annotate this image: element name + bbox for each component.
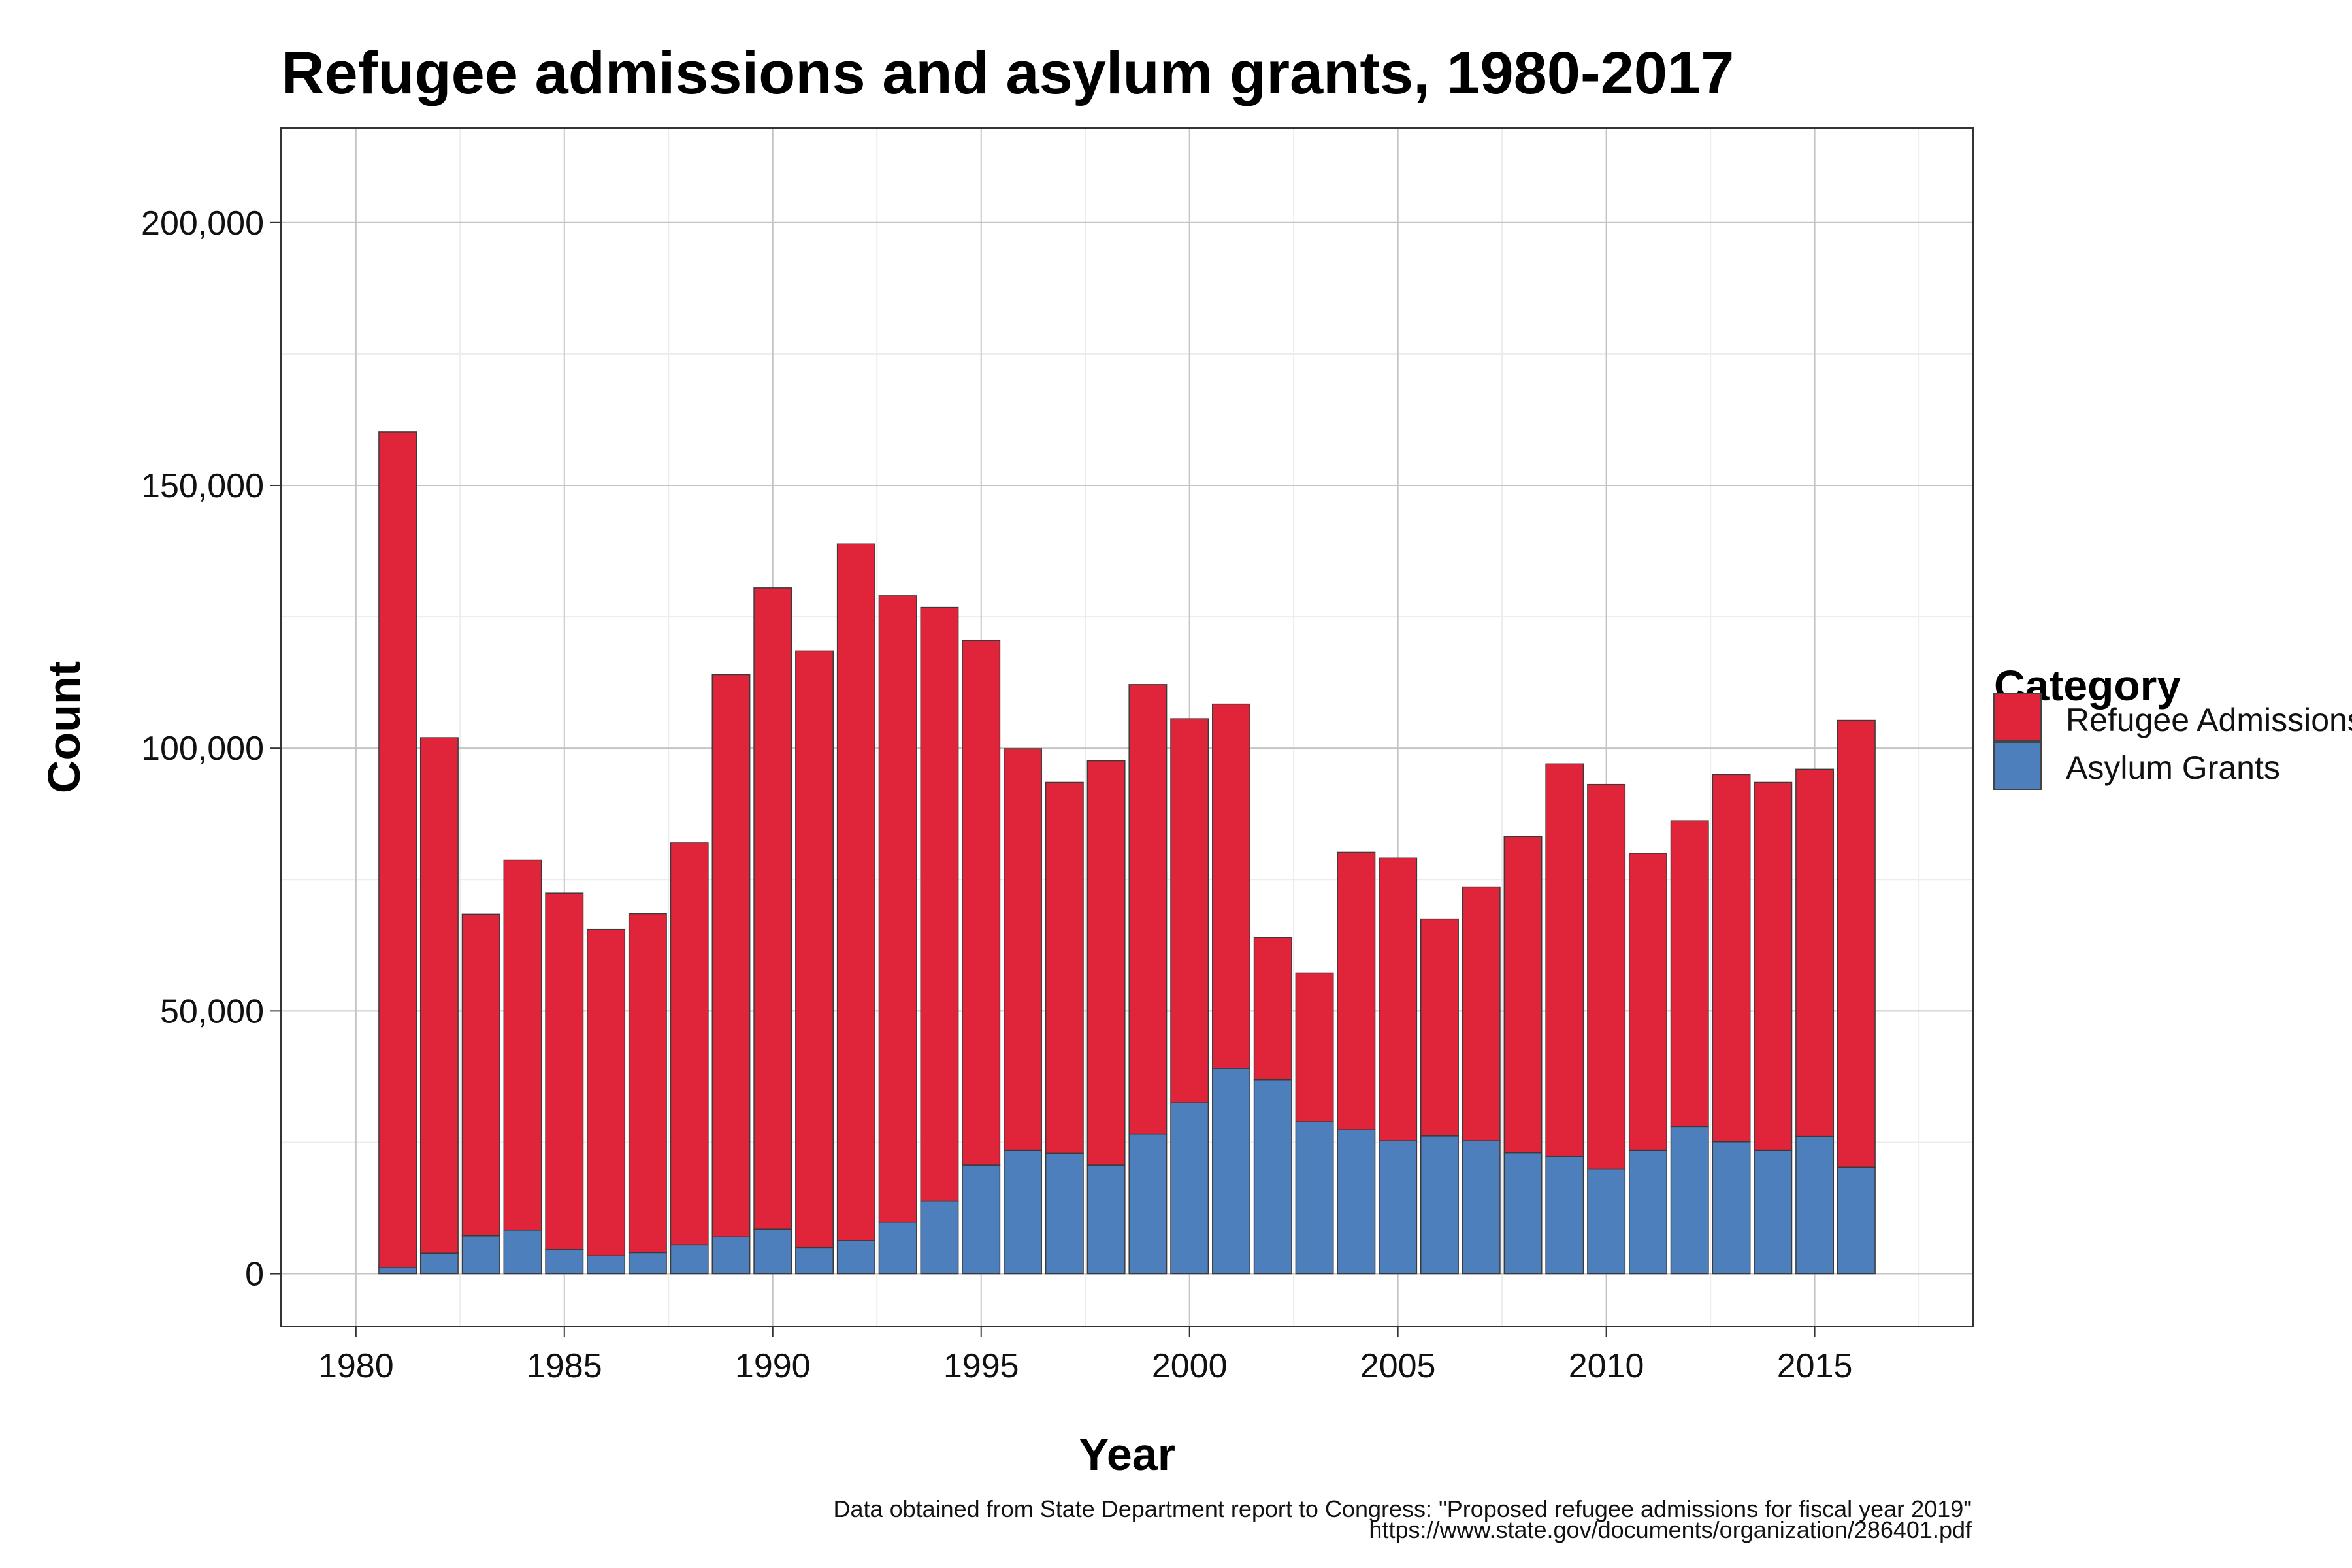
bar-refugee-admissions-1982: [419, 737, 459, 1254]
bar-asylum-grants-1988: [670, 1244, 709, 1275]
bar-refugee-admissions-1983: [461, 913, 500, 1237]
bar-asylum-grants-2008: [1503, 1152, 1543, 1275]
bar-refugee-admissions-2010: [1587, 783, 1626, 1170]
axis-ticks: 0 50,000 100,000 150,000 200,000 1980 1985 1990…: [141, 204, 1852, 1385]
bar-asylum-grants-1985: [545, 1249, 584, 1275]
bar-asylum-grants-1995: [962, 1164, 1001, 1275]
legend-swatch-refugee-admissions: [1993, 693, 2042, 742]
bar-asylum-grants-1987: [628, 1252, 667, 1275]
chart-title: Refugee admissions and asylum grants, 19…: [281, 40, 1734, 106]
bar-refugee-admissions-1989: [711, 674, 751, 1238]
bar-refugee-admissions-2013: [1712, 774, 1751, 1143]
bar-asylum-grants-1984: [503, 1230, 542, 1275]
bar-asylum-grants-1996: [1004, 1149, 1042, 1275]
y-tick-label: 100,000: [141, 730, 264, 768]
x-tick-label: 1980: [318, 1347, 394, 1385]
bar-asylum-grants-1997: [1045, 1152, 1084, 1275]
bar-refugee-admissions-2012: [1670, 820, 1709, 1128]
bar-asylum-grants-1992: [836, 1240, 875, 1275]
bar-refugee-admissions-1992: [836, 543, 875, 1241]
bar-refugee-admissions-1997: [1045, 781, 1084, 1154]
bar-asylum-grants-1981: [378, 1267, 417, 1275]
caption-url: https://www.state.gov/documents/organiza…: [1369, 1516, 1972, 1543]
bar-refugee-admissions-1998: [1086, 760, 1126, 1166]
legend-label-refugee-admissions: Refugee Admissions: [2066, 702, 2352, 738]
bar-refugee-admissions-2007: [1462, 886, 1501, 1141]
bar-asylum-grants-1982: [419, 1252, 459, 1275]
bar-refugee-admissions-2004: [1337, 851, 1376, 1130]
x-tick-label: 1985: [527, 1347, 602, 1385]
bar-refugee-admissions-2008: [1503, 836, 1543, 1154]
x-tick-label: 1995: [943, 1347, 1019, 1385]
y-tick-label: 50,000: [160, 992, 264, 1030]
bar-asylum-grants-2007: [1462, 1140, 1501, 1275]
bar-asylum-grants-2000: [1170, 1102, 1209, 1275]
bar-asylum-grants-2006: [1420, 1135, 1459, 1275]
x-tick-label: 2000: [1152, 1347, 1228, 1385]
x-tick-label: 2010: [1569, 1347, 1644, 1385]
bar-refugee-admissions-1995: [962, 640, 1001, 1166]
bar-asylum-grants-1993: [878, 1221, 917, 1275]
bar-asylum-grants-1990: [753, 1228, 792, 1275]
bar-asylum-grants-2005: [1379, 1140, 1418, 1275]
bar-refugee-admissions-2014: [1754, 781, 1793, 1151]
bar-refugee-admissions-2001: [1212, 703, 1250, 1069]
bar-asylum-grants-1998: [1086, 1164, 1126, 1275]
bar-asylum-grants-1986: [587, 1255, 626, 1275]
caption-source: Data obtained from State Department repo…: [834, 1495, 1972, 1522]
bar-refugee-admissions-1987: [628, 913, 667, 1254]
bar-asylum-grants-2009: [1545, 1156, 1584, 1275]
x-tick-label: 1990: [735, 1347, 811, 1385]
bar-asylum-grants-2002: [1253, 1079, 1292, 1275]
x-tick-label: 2015: [1777, 1347, 1853, 1385]
bar-refugee-admissions-1996: [1004, 748, 1042, 1151]
bar-asylum-grants-2010: [1587, 1168, 1626, 1275]
bar-refugee-admissions-1999: [1128, 684, 1168, 1135]
y-axis-title: Count: [39, 661, 90, 793]
bar-asylum-grants-2013: [1712, 1141, 1751, 1275]
bar-asylum-grants-2015: [1795, 1135, 1835, 1275]
bar-asylum-grants-1999: [1128, 1133, 1168, 1275]
x-tick-label: 2005: [1360, 1347, 1436, 1385]
bar-refugee-admissions-1993: [878, 595, 917, 1223]
x-axis-title: Year: [1079, 1429, 1175, 1480]
bar-refugee-admissions-2005: [1379, 857, 1418, 1141]
bar-refugee-admissions-1981: [378, 431, 417, 1268]
bar-asylum-grants-2004: [1337, 1129, 1376, 1275]
bar-asylum-grants-1994: [920, 1200, 959, 1275]
bar-asylum-grants-1989: [711, 1236, 751, 1275]
bar-refugee-admissions-1994: [920, 606, 959, 1202]
plot-border: [280, 127, 1974, 1327]
bars: [378, 431, 1876, 1275]
legend: Category Refugee Admissions Asylum Grant…: [1993, 661, 2352, 790]
bar-asylum-grants-2012: [1670, 1126, 1709, 1275]
legend-label-asylum-grants: Asylum Grants: [2066, 749, 2280, 786]
bar-refugee-admissions-2006: [1420, 918, 1459, 1137]
bar-asylum-grants-2016: [1837, 1166, 1876, 1275]
bar-refugee-admissions-2015: [1795, 768, 1835, 1137]
y-tick-label: 0: [245, 1256, 264, 1294]
bar-asylum-grants-2003: [1295, 1121, 1334, 1275]
bar-refugee-admissions-1991: [795, 650, 834, 1249]
bar-refugee-admissions-1984: [503, 859, 542, 1231]
bar-refugee-admissions-1986: [587, 928, 626, 1256]
bar-refugee-admissions-2009: [1545, 763, 1584, 1157]
bar-refugee-admissions-2002: [1253, 937, 1292, 1081]
bar-refugee-admissions-1990: [753, 587, 792, 1230]
bar-asylum-grants-2001: [1212, 1068, 1250, 1275]
bar-refugee-admissions-2000: [1170, 718, 1209, 1103]
bar-asylum-grants-2011: [1628, 1149, 1667, 1275]
bar-refugee-admissions-1985: [545, 892, 584, 1250]
bar-refugee-admissions-2003: [1295, 972, 1334, 1122]
bar-asylum-grants-1983: [461, 1235, 500, 1275]
bar-asylum-grants-2014: [1754, 1149, 1793, 1275]
y-tick-label: 150,000: [141, 467, 264, 505]
legend-swatch-asylum-grants: [1993, 742, 2042, 790]
bar-refugee-admissions-2016: [1837, 719, 1876, 1168]
y-tick-label: 200,000: [141, 204, 264, 242]
bar-refugee-admissions-1988: [670, 842, 709, 1246]
bar-asylum-grants-1991: [795, 1247, 834, 1275]
bar-refugee-admissions-2011: [1628, 853, 1667, 1151]
